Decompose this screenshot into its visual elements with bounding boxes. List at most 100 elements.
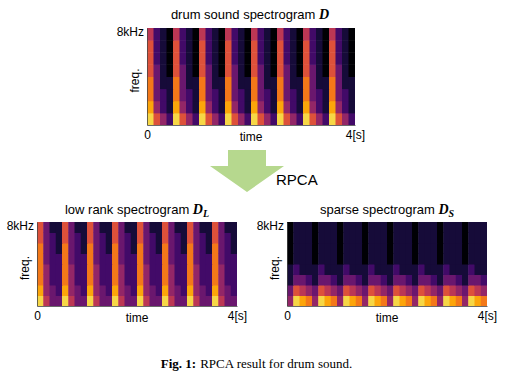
cell <box>425 243 432 254</box>
cell <box>290 28 297 41</box>
cell <box>456 222 463 233</box>
cell <box>93 264 100 275</box>
cell <box>75 254 82 265</box>
cell <box>425 233 432 244</box>
y-axis-line <box>147 29 148 126</box>
cell <box>400 222 407 233</box>
cell <box>87 254 94 265</box>
cell <box>271 28 278 41</box>
cell <box>350 264 357 275</box>
cell <box>137 264 144 275</box>
cell <box>150 285 157 296</box>
cell <box>343 233 350 244</box>
cell <box>456 264 463 275</box>
cell <box>219 64 226 77</box>
cell <box>87 243 94 254</box>
cell <box>300 296 307 307</box>
cell <box>167 64 174 77</box>
y-tick: 8kHz <box>117 25 147 39</box>
cell <box>68 264 75 275</box>
cell <box>147 77 154 90</box>
cell <box>245 113 252 125</box>
cell <box>81 233 88 244</box>
cell <box>393 264 400 275</box>
cell <box>456 254 463 265</box>
cell <box>75 275 82 286</box>
cell <box>343 285 350 296</box>
cell <box>342 52 349 65</box>
figure: 04[s]8kHztimefreq.drum sound spectrogram… <box>0 0 513 385</box>
y-axis: 8kHz <box>117 25 148 126</box>
cell <box>50 243 57 254</box>
cell <box>112 233 119 244</box>
cell <box>193 28 200 41</box>
cell <box>310 52 317 65</box>
cell <box>293 264 300 275</box>
x-tick-label: 4[s] <box>478 309 497 323</box>
cell <box>100 243 107 254</box>
cell <box>481 296 487 307</box>
cell <box>406 275 413 286</box>
cell <box>462 285 469 296</box>
cell <box>160 77 167 90</box>
cell <box>118 254 125 265</box>
cell <box>475 285 482 296</box>
cell <box>323 113 330 125</box>
cell <box>93 243 100 254</box>
cell <box>310 77 317 90</box>
cell <box>306 243 313 254</box>
cell <box>293 222 300 233</box>
cell <box>337 296 344 307</box>
cell <box>277 64 284 77</box>
x-tick-label: 4[s] <box>228 309 247 323</box>
cell <box>349 40 356 53</box>
cell <box>245 89 252 102</box>
cell <box>310 28 317 41</box>
cell <box>186 40 193 53</box>
cell <box>143 264 150 275</box>
cell <box>156 243 163 254</box>
cell <box>168 296 175 307</box>
cell <box>225 89 232 102</box>
cell <box>180 77 187 90</box>
cell <box>412 264 419 275</box>
cell <box>87 264 94 275</box>
cell <box>187 254 194 265</box>
cell <box>147 40 154 53</box>
cell <box>112 264 119 275</box>
cell <box>143 285 150 296</box>
cell <box>362 222 369 233</box>
title-symbol: D <box>437 202 448 217</box>
cell <box>167 40 174 53</box>
cell <box>481 222 487 233</box>
caption-text: RPCA result for drum sound. <box>200 356 352 371</box>
cell <box>199 89 206 102</box>
cell <box>160 28 167 41</box>
cell <box>193 64 200 77</box>
cell <box>200 285 207 296</box>
cell <box>106 233 113 244</box>
cell <box>147 28 154 41</box>
cell <box>431 243 438 254</box>
cell <box>343 222 350 233</box>
cell <box>393 243 400 254</box>
cell <box>37 254 44 265</box>
cell <box>284 40 291 53</box>
cell <box>200 222 207 233</box>
cell <box>87 296 94 307</box>
cell <box>349 77 356 90</box>
cell <box>387 296 394 307</box>
cell <box>375 254 382 265</box>
cell <box>168 222 175 233</box>
cell <box>118 222 125 233</box>
cell <box>200 254 207 265</box>
cell <box>284 101 291 114</box>
cell <box>437 275 444 286</box>
cell <box>258 89 265 102</box>
cell <box>131 296 138 307</box>
cell <box>193 40 200 53</box>
cell <box>50 296 57 307</box>
cell <box>312 285 319 296</box>
cell <box>456 285 463 296</box>
cell <box>106 285 113 296</box>
